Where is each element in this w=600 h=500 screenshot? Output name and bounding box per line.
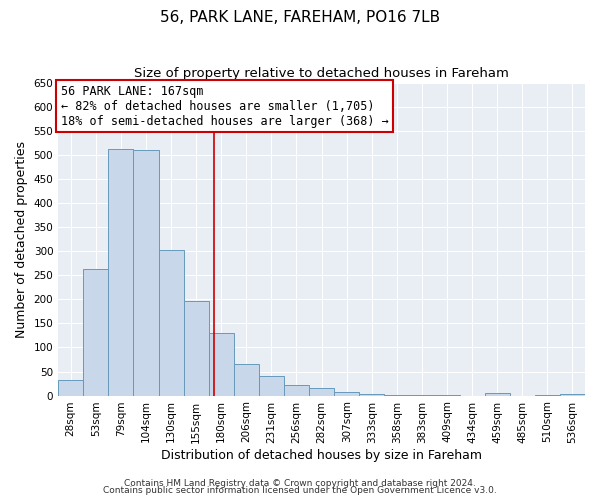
Text: 56 PARK LANE: 167sqm
← 82% of detached houses are smaller (1,705)
18% of semi-de: 56 PARK LANE: 167sqm ← 82% of detached h… bbox=[61, 84, 389, 128]
Bar bbox=[209, 332, 234, 396]
Bar bbox=[535, 394, 560, 396]
Bar bbox=[184, 301, 209, 396]
Bar bbox=[109, 150, 133, 396]
Bar bbox=[83, 269, 109, 396]
Title: Size of property relative to detached houses in Fareham: Size of property relative to detached ho… bbox=[134, 68, 509, 80]
Bar bbox=[359, 394, 385, 396]
Bar bbox=[58, 380, 83, 396]
Bar bbox=[259, 376, 284, 396]
Text: Contains public sector information licensed under the Open Government Licence v3: Contains public sector information licen… bbox=[103, 486, 497, 495]
Bar bbox=[309, 388, 334, 396]
Bar bbox=[334, 392, 359, 396]
Bar bbox=[234, 364, 259, 396]
Text: Contains HM Land Registry data © Crown copyright and database right 2024.: Contains HM Land Registry data © Crown c… bbox=[124, 478, 476, 488]
Bar bbox=[485, 393, 510, 396]
Text: 56, PARK LANE, FAREHAM, PO16 7LB: 56, PARK LANE, FAREHAM, PO16 7LB bbox=[160, 10, 440, 25]
Bar bbox=[560, 394, 585, 396]
Y-axis label: Number of detached properties: Number of detached properties bbox=[15, 141, 28, 338]
Bar bbox=[385, 394, 409, 396]
X-axis label: Distribution of detached houses by size in Fareham: Distribution of detached houses by size … bbox=[161, 450, 482, 462]
Bar bbox=[158, 250, 184, 396]
Bar bbox=[133, 150, 158, 396]
Bar bbox=[284, 384, 309, 396]
